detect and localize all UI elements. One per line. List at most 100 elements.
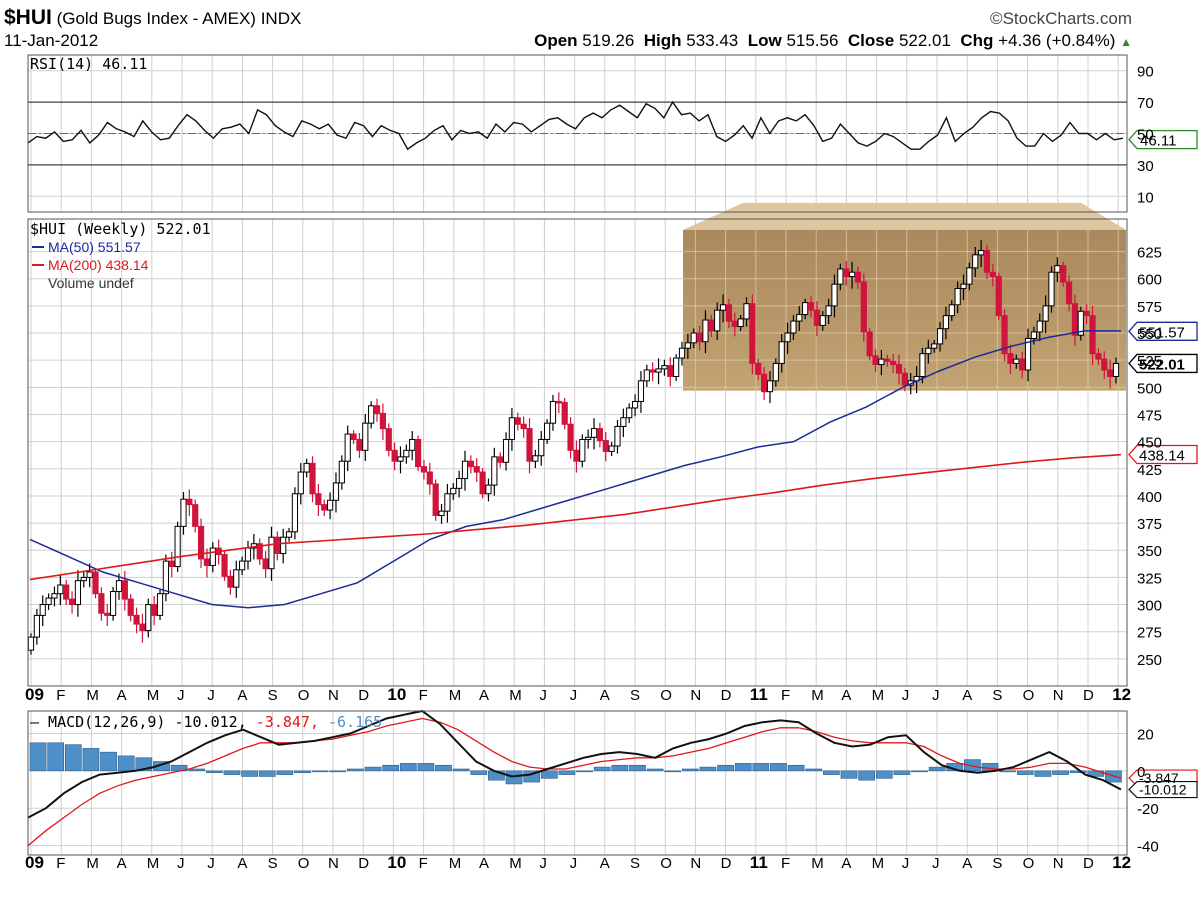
candle-body (403, 449, 410, 458)
candle-body (110, 591, 117, 616)
candle-body (68, 598, 76, 606)
x-tick-label: J (932, 687, 940, 704)
ma200-legend: MA(200) 438.14 (48, 257, 149, 273)
candle-body (567, 423, 574, 451)
macd-histogram-bar (205, 770, 223, 774)
x-tick-label: M (449, 687, 462, 704)
candle-body (649, 369, 656, 373)
macd-legend-main: — MACD(12,26,9) -10.012, (30, 713, 247, 731)
candle-body (373, 405, 381, 414)
candle-body (74, 580, 82, 606)
macd-histogram-bar (1069, 770, 1087, 774)
candle-body (162, 560, 169, 595)
candle-body (743, 303, 750, 320)
candle-body (409, 438, 416, 451)
candle-body (772, 362, 779, 382)
x-tick-label: M (147, 687, 160, 704)
candle-body (239, 560, 246, 571)
candle-body (631, 400, 639, 409)
macd-legend-signal: -3.847, (247, 713, 319, 731)
candle-body (303, 462, 310, 473)
x-tick-label: D (721, 687, 732, 704)
macd-histogram-bar (258, 770, 276, 777)
candle-body (725, 304, 733, 322)
macd-histogram-bar (470, 770, 488, 775)
candle-body (456, 478, 463, 489)
macd-histogram-bar (752, 763, 770, 772)
candle-body (385, 428, 392, 451)
candle-body (332, 482, 340, 501)
candle-body (233, 569, 240, 588)
x-tick-label: S (992, 687, 1002, 704)
macd-histogram-bar (47, 742, 65, 772)
x-tick-label: M (811, 687, 824, 704)
x-tick-label: J (207, 855, 215, 872)
macd-histogram-bar (1052, 770, 1069, 775)
candle-body (854, 271, 862, 283)
candle-body (262, 558, 269, 570)
macd-histogram-bar (999, 770, 1017, 773)
macd-legend-histogram: -6.165 (319, 713, 382, 731)
candle-body (203, 558, 211, 566)
x-tick-label: J (539, 855, 547, 872)
candle-body (285, 531, 293, 538)
macd-signal-line (27, 717, 1122, 847)
x-tick-label: M (811, 855, 824, 872)
x-tick-label: N (1053, 855, 1064, 872)
x-tick-label: F (56, 687, 65, 704)
candle-body (1089, 315, 1096, 355)
candle-body (397, 456, 404, 462)
macd-histogram-bar (823, 770, 840, 775)
x-tick-label: A (479, 687, 489, 704)
macd-tick-label: 20 (1137, 726, 1154, 743)
candle-body (972, 254, 979, 269)
x-tick-label: O (1023, 855, 1035, 872)
x-tick-label: 11 (750, 685, 768, 704)
macd-histogram-bar (276, 770, 294, 775)
candle-body (520, 423, 527, 430)
candle-body (708, 319, 715, 332)
x-tick-label: D (358, 855, 369, 872)
candle-body (989, 271, 996, 278)
price-tick-label: 275 (1137, 625, 1162, 642)
candle-body (538, 438, 545, 457)
candle-body (344, 433, 351, 462)
macd-histogram-bar (417, 763, 435, 772)
candle-body (678, 347, 686, 359)
candle-body (461, 460, 469, 480)
price-legend: $HUI (Weekly) 522.01 (30, 220, 211, 238)
macd-histogram-bar (770, 763, 787, 772)
close-value-tag (1128, 353, 1198, 374)
candle-body (297, 471, 304, 495)
candle-body (790, 320, 797, 334)
chg-label: Chg (960, 31, 994, 50)
candle-body (761, 373, 768, 393)
candle-body (661, 365, 668, 370)
macd-histogram-bar (699, 766, 717, 772)
candle-body (1095, 353, 1102, 360)
panel-frame (27, 710, 1128, 856)
candle-body (27, 636, 35, 651)
x-tick-label: 12 (1112, 853, 1131, 872)
candle-body (626, 407, 633, 419)
candle-body (51, 593, 58, 599)
x-tick-label: 10 (387, 853, 406, 872)
x-tick-label: A (600, 687, 610, 704)
candle-body (420, 466, 428, 473)
open-value: 519.26 (582, 31, 635, 50)
candle-body (684, 342, 691, 349)
candle-body (45, 597, 52, 606)
candle-body (1030, 331, 1037, 339)
x-tick-label: M (86, 855, 99, 872)
macd-histogram-bar (223, 770, 241, 775)
candle-body (80, 576, 87, 582)
x-tick-label: J (570, 855, 578, 872)
x-tick-label: 10 (387, 685, 406, 704)
candle-body (895, 364, 903, 374)
macd-histogram-bar (981, 763, 999, 772)
macd-histogram-bar (435, 764, 452, 772)
candle-body (925, 347, 932, 355)
candle-body (274, 536, 281, 555)
x-tick-label: O (660, 855, 672, 872)
macd-histogram-bar (311, 770, 329, 773)
